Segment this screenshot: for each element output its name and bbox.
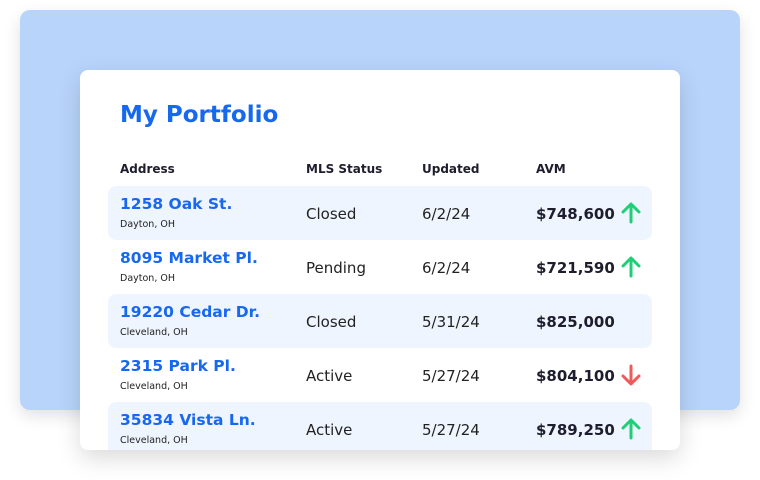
avm-value: $804,100 xyxy=(536,367,615,385)
city: Cleveland, OH xyxy=(120,327,188,338)
updated-date: 6/2/24 xyxy=(422,259,471,277)
page-title: My Portfolio xyxy=(120,102,279,128)
trend-down-arrow-icon xyxy=(621,364,641,386)
address-link[interactable]: 8095 Market Pl. xyxy=(120,249,258,267)
mls-status: Active xyxy=(306,367,353,385)
updated-date: 5/31/24 xyxy=(422,313,480,331)
trend-up-arrow-icon xyxy=(621,202,641,224)
updated-date: 6/2/24 xyxy=(422,205,471,223)
table-row[interactable]: 2315 Park Pl. Cleveland, OH Active 5/27/… xyxy=(108,348,652,402)
mls-status: Closed xyxy=(306,205,357,223)
column-header-mls-status[interactable]: MLS Status xyxy=(306,162,383,176)
portfolio-card: My Portfolio Address MLS Status Updated … xyxy=(80,70,680,450)
mls-status: Closed xyxy=(306,313,357,331)
trend-up-arrow-icon xyxy=(621,256,641,278)
column-header-updated[interactable]: Updated xyxy=(422,162,480,176)
table-row[interactable]: 8095 Market Pl. Dayton, OH Pending 6/2/2… xyxy=(108,240,652,294)
updated-date: 5/27/24 xyxy=(422,367,480,385)
address-link[interactable]: 35834 Vista Ln. xyxy=(120,411,256,429)
address-link[interactable]: 2315 Park Pl. xyxy=(120,357,236,375)
avm-value: $789,250 xyxy=(536,421,615,439)
address-link[interactable]: 1258 Oak St. xyxy=(120,195,233,213)
table-row[interactable]: 19220 Cedar Dr. Cleveland, OH Closed 5/3… xyxy=(108,294,652,348)
mls-status: Pending xyxy=(306,259,366,277)
table-row[interactable]: 1258 Oak St. Dayton, OH Closed 6/2/24 $7… xyxy=(108,186,652,240)
avm-value: $825,000 xyxy=(536,313,615,331)
avm-value: $721,590 xyxy=(536,259,615,277)
column-header-address[interactable]: Address xyxy=(120,162,175,176)
city: Dayton, OH xyxy=(120,219,175,230)
city: Cleveland, OH xyxy=(120,435,188,446)
updated-date: 5/27/24 xyxy=(422,421,480,439)
address-link[interactable]: 19220 Cedar Dr. xyxy=(120,303,260,321)
city: Dayton, OH xyxy=(120,273,175,284)
trend-up-arrow-icon xyxy=(621,418,641,440)
city: Cleveland, OH xyxy=(120,381,188,392)
mls-status: Active xyxy=(306,421,353,439)
column-header-avm[interactable]: AVM xyxy=(536,162,566,176)
table-row[interactable]: 35834 Vista Ln. Cleveland, OH Active 5/2… xyxy=(108,402,652,450)
avm-value: $748,600 xyxy=(536,205,615,223)
